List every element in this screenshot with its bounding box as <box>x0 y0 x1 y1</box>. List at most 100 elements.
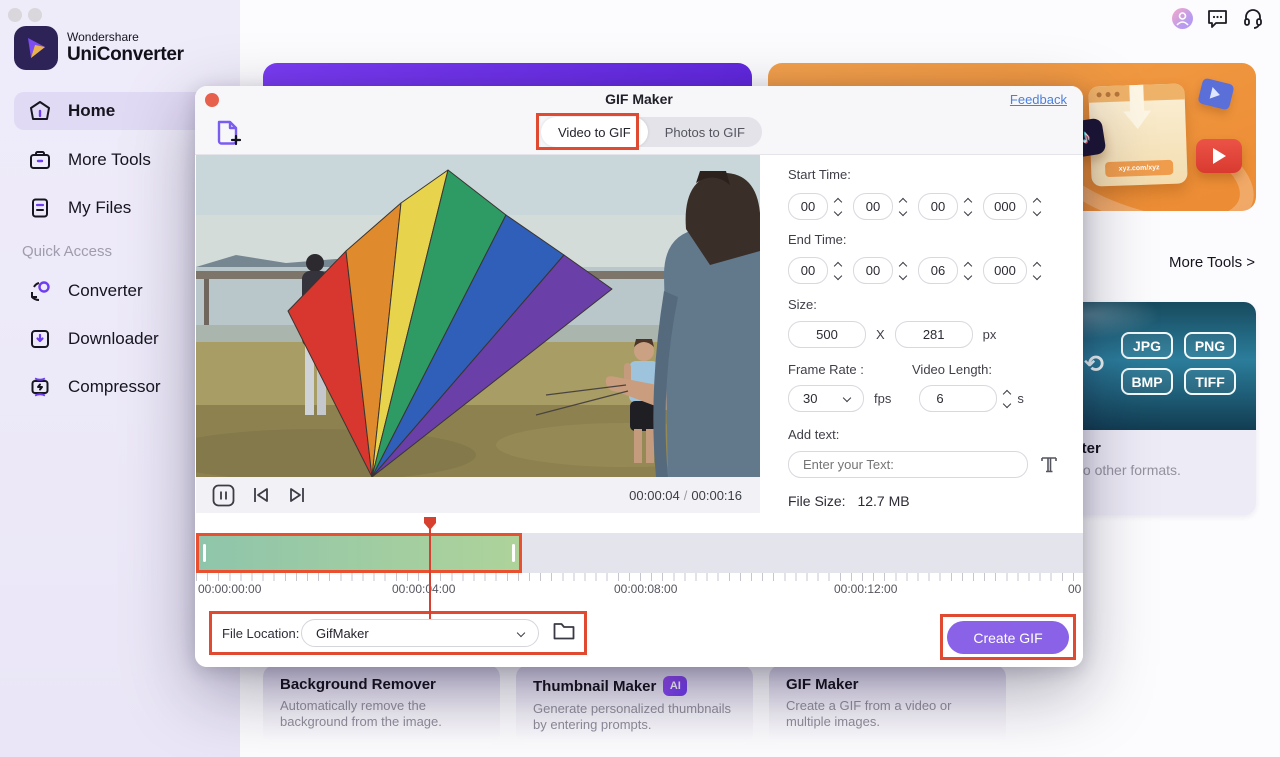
fps-unit-label: fps <box>874 391 892 406</box>
sidebar-item-label: Downloader <box>68 329 159 348</box>
card-desc: Automatically remove the background from… <box>280 698 442 729</box>
window-minimize-button[interactable] <box>28 8 42 22</box>
frame-rate-select[interactable]: 30 <box>788 385 864 412</box>
file-location-label: File Location: <box>222 626 300 641</box>
tab-video-to-gif[interactable]: Video to GIF <box>541 117 648 147</box>
card-thumbnail-maker[interactable]: Thumbnail Maker AI Generate personalized… <box>516 665 753 745</box>
add-file-icon[interactable] <box>215 119 241 147</box>
end-minutes-stepper[interactable] <box>898 261 908 280</box>
sidebar-item-converter[interactable]: Converter <box>14 272 228 310</box>
sidebar-item-more-tools[interactable]: More Tools <box>14 141 228 179</box>
app-logo: Wondershare UniConverter <box>14 26 184 70</box>
start-millis-stepper[interactable] <box>1032 197 1042 216</box>
url-label: xyz.com/xyz <box>1104 159 1174 178</box>
create-gif-button[interactable]: Create GIF <box>947 621 1069 654</box>
start-minutes-input[interactable]: 00 <box>853 193 893 220</box>
file-size-label: File Size: <box>788 493 846 509</box>
card-background-remover[interactable]: Background Remover Automatically remove … <box>263 665 500 745</box>
end-seconds-stepper[interactable] <box>963 261 973 280</box>
timeline-label: 00:00:00:00 <box>198 582 262 596</box>
converter-icon <box>31 281 50 301</box>
sidebar-item-home[interactable]: Home <box>14 92 228 130</box>
start-time-label: Start Time: <box>788 167 851 182</box>
video-length-input[interactable]: 6 <box>919 385 998 412</box>
size-height-input[interactable]: 281 <box>894 321 973 348</box>
timeline: 00:00:00:00 00:00:04:00 00:00:08:00 00:0… <box>195 513 1083 619</box>
file-size-value: 12.7 MB <box>857 493 910 509</box>
window-close-button[interactable] <box>8 8 22 22</box>
video-frame-kite-scene <box>196 155 760 477</box>
timeline-labels: 00:00:00:00 00:00:04:00 00:00:08:00 00:0… <box>196 582 1083 598</box>
video-preview[interactable] <box>196 155 760 477</box>
card-desc: Create a GIF from a video or multiple im… <box>786 698 952 729</box>
film-icon <box>1197 77 1235 111</box>
timeline-ruler <box>196 573 1083 581</box>
timeline-selection[interactable] <box>196 533 522 573</box>
file-location-select[interactable]: GifMaker <box>301 619 539 647</box>
gif-maker-dialog: GIF Maker Feedback Video to GIF Photos t… <box>195 86 1083 667</box>
end-seconds-input[interactable]: 06 <box>918 257 958 284</box>
prev-frame-button[interactable] <box>251 485 271 505</box>
sidebar-item-label: My Files <box>68 198 132 217</box>
card-title: GIF Maker <box>786 676 859 693</box>
format-pill-jpg: JPG <box>1121 332 1173 359</box>
text-style-icon[interactable] <box>1040 455 1058 474</box>
chevron-down-icon <box>516 628 526 638</box>
size-x-label: X <box>876 327 885 342</box>
dialog-close-button[interactable] <box>205 93 219 107</box>
start-hours-stepper[interactable] <box>833 197 843 216</box>
add-text-label: Add text: <box>788 427 840 442</box>
video-length-stepper[interactable] <box>1003 389 1012 408</box>
timeline-label: 00:00:12:00 <box>834 582 898 596</box>
add-text-input[interactable] <box>788 451 1028 478</box>
window-controls <box>8 8 42 22</box>
folder-icon[interactable] <box>552 620 576 642</box>
more-tools-link[interactable]: More Tools > <box>1168 254 1255 271</box>
playhead-marker[interactable] <box>423 516 437 531</box>
start-seconds-input[interactable]: 00 <box>918 193 958 220</box>
timeline-track[interactable] <box>196 533 1083 573</box>
tab-photos-to-gif[interactable]: Photos to GIF <box>664 124 745 140</box>
next-frame-button[interactable] <box>287 485 307 505</box>
topbar-icons <box>1172 7 1264 29</box>
end-millis-stepper[interactable] <box>1032 261 1042 280</box>
start-millis-input[interactable]: 000 <box>983 193 1027 220</box>
end-hours-input[interactable]: 00 <box>788 257 828 284</box>
format-pill-bmp: BMP <box>1121 368 1173 395</box>
gif-settings-panel: Start Time: 00 00 00 000 End Time: 00 00… <box>775 155 1083 513</box>
end-millis-input[interactable]: 000 <box>983 257 1027 284</box>
compressor-icon <box>31 377 49 397</box>
end-minutes-input[interactable]: 00 <box>853 257 893 284</box>
sidebar-item-label: Compressor <box>68 377 161 396</box>
playback-time: 00:00:04/00:00:16 <box>629 487 742 503</box>
dialog-footer: File Location: GifMaker Create GIF <box>195 600 1083 667</box>
feedback-link[interactable]: Feedback <box>1009 92 1067 107</box>
card-gif-maker[interactable]: GIF Maker Create a GIF from a video or m… <box>769 665 1006 745</box>
sidebar-item-compressor[interactable]: Compressor <box>14 368 228 406</box>
download-arrow-icon <box>1123 110 1153 144</box>
card-title: Background Remover <box>280 676 436 693</box>
briefcase-icon <box>30 151 50 169</box>
size-width-input[interactable]: 500 <box>788 321 866 348</box>
start-minutes-stepper[interactable] <box>898 197 908 216</box>
selection-start-handle[interactable] <box>203 544 206 562</box>
end-hours-stepper[interactable] <box>833 261 843 280</box>
support-headset-icon[interactable] <box>1242 7 1264 29</box>
sidebar-item-label: More Tools <box>68 150 151 169</box>
start-seconds-stepper[interactable] <box>963 197 973 216</box>
format-pill-png: PNG <box>1184 332 1236 359</box>
seconds-unit-label: s <box>1017 391 1024 406</box>
total-time: 00:00:16 <box>691 487 742 503</box>
sidebar-item-my-files[interactable]: My Files <box>14 189 228 227</box>
avatar[interactable] <box>1172 7 1193 29</box>
start-hours-input[interactable]: 00 <box>788 193 828 220</box>
selection-end-handle[interactable] <box>512 544 515 562</box>
uniconverter-logo-icon <box>14 26 58 70</box>
messages-icon[interactable] <box>1206 7 1229 29</box>
youtube-icon <box>1196 139 1242 173</box>
size-unit-label: px <box>982 327 997 342</box>
current-time: 00:00:04 <box>629 487 680 503</box>
pause-button[interactable] <box>212 484 235 507</box>
sidebar-item-downloader[interactable]: Downloader <box>14 320 228 358</box>
